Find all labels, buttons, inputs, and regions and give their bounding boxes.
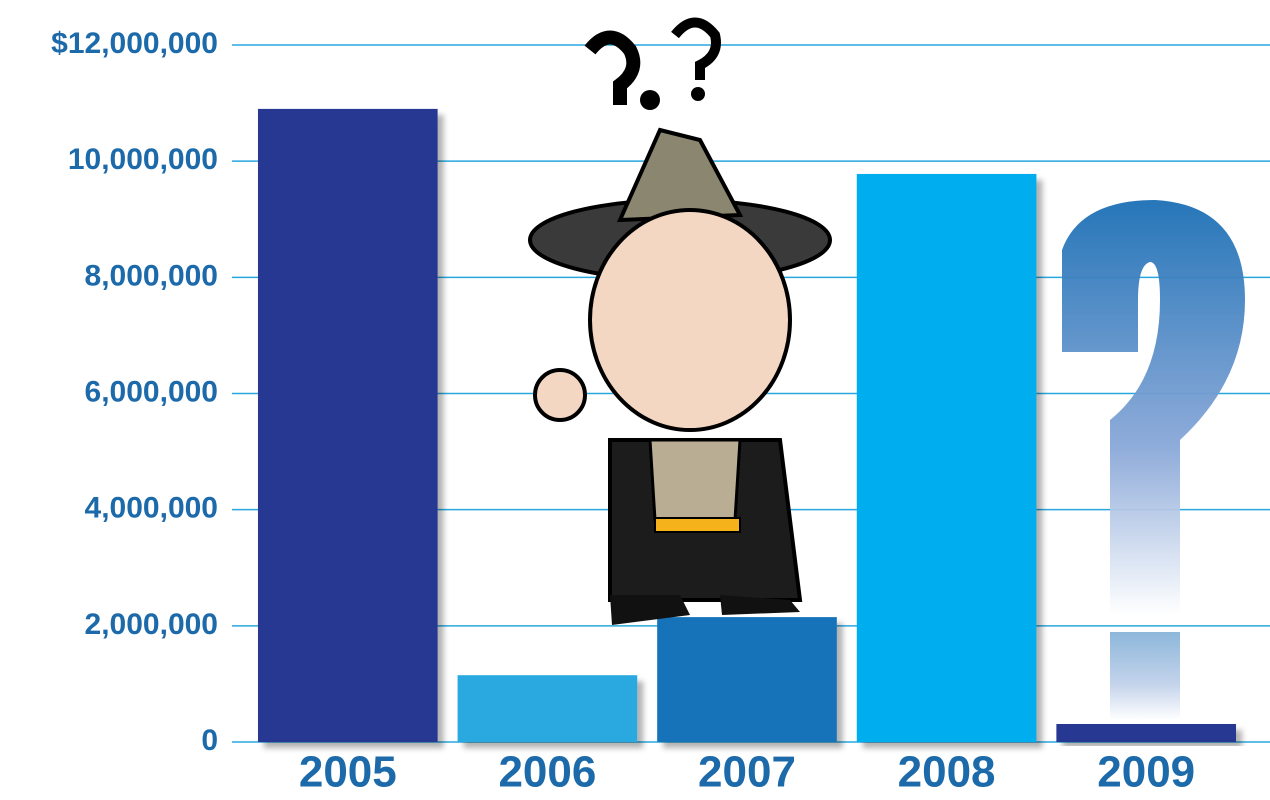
y-tick-label: 6,000,000 xyxy=(85,375,218,408)
x-tick-label: 2005 xyxy=(299,748,397,797)
x-tick-label: 2007 xyxy=(698,748,796,797)
x-tick-label: 2006 xyxy=(498,748,596,797)
y-tick-label: 0 xyxy=(201,724,218,757)
y-tick-label: 2,000,000 xyxy=(85,608,218,641)
y-tick-label: 4,000,000 xyxy=(85,492,218,525)
cartoon-illustration xyxy=(530,23,830,626)
bar xyxy=(258,109,438,742)
bar xyxy=(1056,724,1236,742)
x-tick-label: 2009 xyxy=(1097,748,1195,797)
y-tick-label: $12,000,000 xyxy=(51,27,218,60)
x-tick-label: 2008 xyxy=(898,748,996,797)
y-tick-label: 8,000,000 xyxy=(85,259,218,292)
bar xyxy=(857,174,1037,742)
chart: 0 2,000,000 4,000,000 6,000,000 8,000,000 10,… xyxy=(0,0,1270,800)
y-tick-label: 10,000,000 xyxy=(68,143,218,176)
page: 0 2,000,000 4,000,000 6,000,000 8,000,000 10,… xyxy=(0,0,1270,800)
bar xyxy=(657,617,837,742)
bar xyxy=(458,675,638,742)
